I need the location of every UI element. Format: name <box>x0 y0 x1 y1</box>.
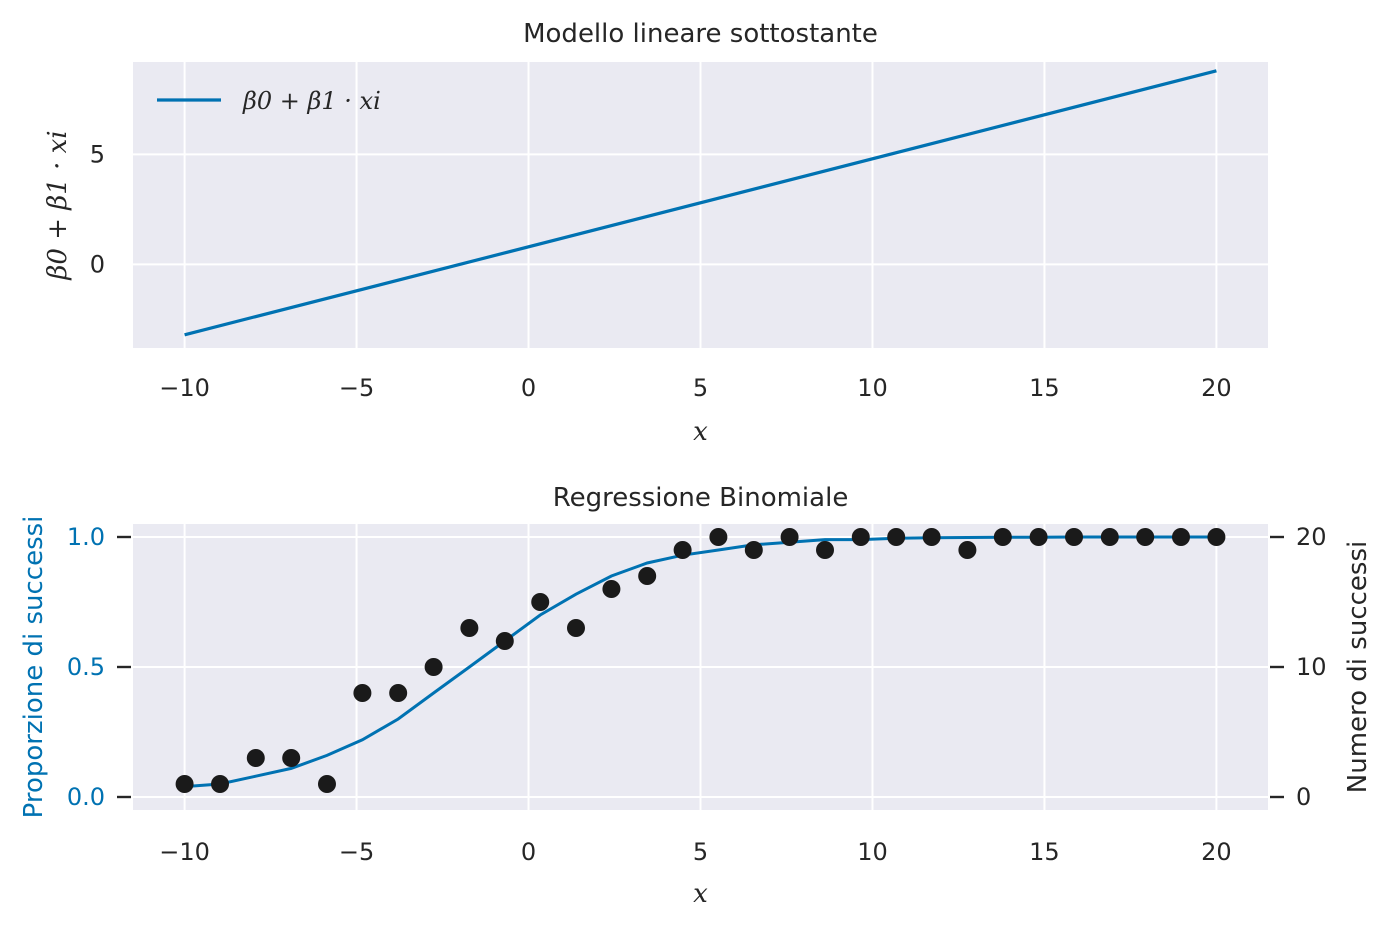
top-series-line <box>184 69 1217 337</box>
success-count-point <box>887 528 906 546</box>
success-count-point <box>317 775 336 793</box>
success-count-point <box>602 580 621 598</box>
bottom-right-y-tick-label: 20 <box>1296 523 1327 551</box>
bottom-x-tick-label: −5 <box>339 838 374 866</box>
success-count-point <box>531 593 550 611</box>
success-count-point <box>1207 528 1226 546</box>
top-x-tick-label: 0 <box>521 374 536 402</box>
success-count-point <box>424 658 443 676</box>
success-count-point <box>993 528 1012 546</box>
top-chart: −10 −5 0 5 10 15 20 05 Modello lineare sottost… <box>43 19 1268 447</box>
success-count-point <box>246 749 265 767</box>
top-y-tick-labels: 05 <box>90 140 105 278</box>
bottom-x-tick-labels: −10 −5 0 5 10 15 20 <box>159 838 1231 866</box>
success-count-point <box>851 528 870 546</box>
success-count-point <box>922 528 941 546</box>
success-count-point <box>460 619 479 637</box>
bottom-left-y-tick-label: 1.0 <box>67 523 105 551</box>
top-x-tick-label: −10 <box>159 374 210 402</box>
bottom-x-axis-label: x <box>693 879 708 909</box>
top-y-tick-label: 0 <box>90 250 105 278</box>
success-count-point <box>353 684 372 702</box>
bottom-right-y-tick-labels: 0 10 20 <box>1270 523 1327 811</box>
bottom-success-points <box>175 528 1226 793</box>
success-count-point <box>389 684 408 702</box>
success-count-point <box>673 541 692 559</box>
top-y-tick-label: 5 <box>90 140 105 168</box>
bottom-x-tick-label: 0 <box>521 838 536 866</box>
legend-label-linear-model: β0 + β1 · xi <box>242 87 381 115</box>
top-gridlines <box>133 62 1268 348</box>
success-count-point <box>709 528 728 546</box>
bottom-left-y-tick-label: 0.5 <box>67 653 105 681</box>
success-count-point <box>211 775 230 793</box>
bottom-chart-title: Regressione Binomiale <box>553 483 849 513</box>
top-x-tick-label: 10 <box>857 374 888 402</box>
success-count-point <box>495 632 514 650</box>
top-x-axis-label: x <box>693 417 708 447</box>
success-count-point <box>1136 528 1155 546</box>
top-chart-title: Modello lineare sottostante <box>523 19 878 49</box>
bottom-x-tick-label: 5 <box>693 838 708 866</box>
bottom-chart: −10 −5 0 5 10 15 20 0.0 0.5 1.0 0 10 20 Regression… <box>19 483 1373 909</box>
success-count-point <box>638 567 657 585</box>
bottom-x-tick-label: 15 <box>1029 838 1060 866</box>
bottom-right-y-axis-label: Numero di successi <box>1343 541 1373 793</box>
success-count-point <box>282 749 301 767</box>
top-x-tick-label: 15 <box>1029 374 1060 402</box>
bottom-gridlines <box>133 524 1268 810</box>
success-count-point <box>780 528 799 546</box>
bottom-right-y-tick-label: 0 <box>1296 783 1311 811</box>
success-count-point <box>1065 528 1084 546</box>
bottom-left-y-axis-label: Proporzione di successi <box>19 516 49 819</box>
bottom-right-y-tick-label: 10 <box>1296 653 1327 681</box>
top-legend: β0 + β1 · xi <box>157 87 381 115</box>
success-count-point <box>958 541 977 559</box>
bottom-x-tick-label: −10 <box>159 838 210 866</box>
success-count-point <box>744 541 763 559</box>
bottom-left-y-tick-label: 0.0 <box>67 783 105 811</box>
success-count-point <box>566 619 585 637</box>
top-y-axis-label: β0 + β1 · xi <box>43 130 73 280</box>
top-x-tick-label: −5 <box>339 374 374 402</box>
top-series <box>184 69 1217 337</box>
bottom-left-y-tick-labels: 0.0 0.5 1.0 <box>67 523 131 811</box>
top-x-tick-label: 20 <box>1201 374 1232 402</box>
success-count-point <box>1171 528 1190 546</box>
bottom-x-tick-label: 20 <box>1201 838 1232 866</box>
top-x-tick-labels: −10 −5 0 5 10 15 20 <box>159 374 1231 402</box>
success-count-point <box>175 775 194 793</box>
bottom-x-tick-label: 10 <box>857 838 888 866</box>
success-count-point <box>1100 528 1119 546</box>
success-count-point <box>1029 528 1048 546</box>
success-count-point <box>816 541 835 559</box>
top-x-tick-label: 5 <box>693 374 708 402</box>
